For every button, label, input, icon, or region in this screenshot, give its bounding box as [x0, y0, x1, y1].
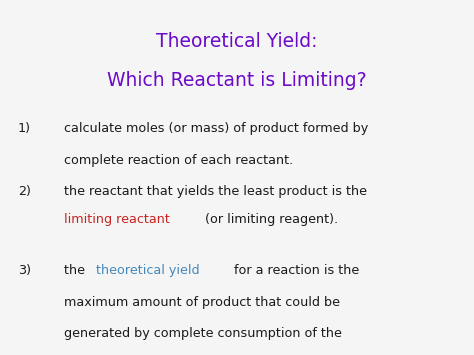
Text: the: the	[64, 264, 89, 278]
Text: limiting reactant: limiting reactant	[64, 213, 170, 226]
Text: generated by complete consumption of the: generated by complete consumption of the	[64, 327, 342, 340]
Text: the reactant that yields the least product is the: the reactant that yields the least produ…	[64, 185, 367, 198]
Text: 3): 3)	[18, 264, 31, 278]
Text: 2): 2)	[18, 185, 31, 198]
Text: complete reaction of each reactant.: complete reaction of each reactant.	[64, 154, 293, 167]
Text: Theoretical Yield:: Theoretical Yield:	[156, 32, 318, 51]
Text: (or limiting reagent).: (or limiting reagent).	[201, 213, 338, 226]
Text: maximum amount of product that could be: maximum amount of product that could be	[64, 296, 340, 309]
Text: calculate moles (or mass) of product formed by: calculate moles (or mass) of product for…	[64, 122, 368, 136]
Text: theoretical yield: theoretical yield	[96, 264, 200, 278]
Text: for a reaction is the: for a reaction is the	[230, 264, 359, 278]
Text: Which Reactant is Limiting?: Which Reactant is Limiting?	[107, 71, 367, 90]
Text: 1): 1)	[18, 122, 31, 136]
